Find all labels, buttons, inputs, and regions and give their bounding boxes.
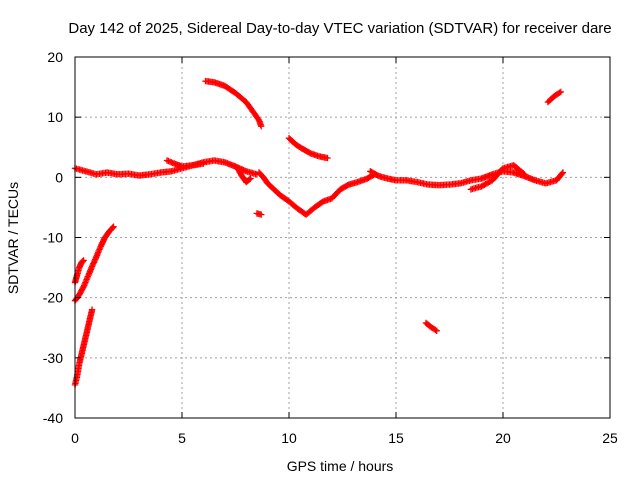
series-arc-b — [71, 223, 117, 304]
data-point — [558, 170, 566, 177]
series-baseline-6 — [467, 162, 528, 193]
y-axis-label: SDTVAR / TECUs — [5, 182, 21, 294]
x-tick-label: 15 — [388, 430, 404, 446]
data-point — [110, 223, 117, 230]
y-tick-label: 10 — [47, 109, 63, 125]
data-point — [258, 211, 265, 218]
series-arc-a — [71, 257, 87, 286]
data-point — [556, 89, 563, 96]
data-point — [557, 88, 564, 96]
data-point — [520, 170, 527, 177]
series-arc-c — [71, 306, 96, 389]
chart-title: Day 142 of 2025, Sidereal Day-to-day VTE… — [68, 20, 611, 37]
series-baseline-2 — [163, 157, 207, 170]
x-tick-label: 5 — [178, 430, 186, 446]
x-tick-label: 0 — [71, 430, 79, 446]
x-tick-label: 20 — [495, 430, 511, 446]
y-tick-label: -20 — [43, 290, 63, 306]
data-point — [521, 171, 528, 178]
data-point — [433, 327, 440, 334]
y-tick-label: 0 — [55, 169, 63, 185]
grid-layer — [75, 57, 610, 418]
series-arc-d — [202, 77, 265, 130]
y-tick-label: -30 — [43, 350, 63, 366]
data-point — [79, 258, 86, 265]
tick-layer: 0 5 10 15 20 25 -40 -30 -20 -10 0 10 20 — [43, 49, 618, 446]
data-point — [324, 154, 331, 162]
series-arc-h — [253, 210, 265, 218]
data-point — [559, 169, 567, 176]
data-point — [88, 306, 96, 313]
x-axis-label: GPS time / hours — [287, 458, 394, 474]
series-arc-g — [422, 319, 440, 334]
series-baseline-3 — [234, 165, 254, 186]
data-point — [109, 224, 116, 231]
y-tick-label: 20 — [47, 49, 63, 65]
x-tick-label: 25 — [602, 430, 618, 446]
data-point — [80, 257, 87, 264]
data-point — [432, 326, 439, 334]
data-point — [200, 160, 207, 167]
series-arc-e — [285, 135, 331, 162]
series-layer — [71, 77, 567, 389]
data-point — [258, 123, 265, 130]
data-point — [247, 175, 254, 182]
x-tick-label: 10 — [281, 430, 297, 446]
series-arc-f — [544, 88, 564, 106]
y-tick-label: -10 — [43, 230, 63, 246]
series-baseline-4 — [255, 169, 378, 218]
series-baseline-5 — [367, 168, 567, 189]
y-tick-label: -40 — [43, 410, 63, 426]
data-point — [246, 176, 253, 183]
